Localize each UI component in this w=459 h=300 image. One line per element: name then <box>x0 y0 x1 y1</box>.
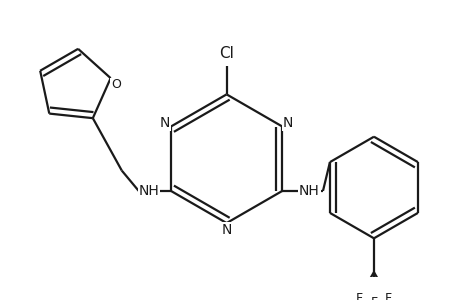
Text: Cl: Cl <box>218 46 234 61</box>
Text: N: N <box>282 116 293 130</box>
Text: F: F <box>369 296 377 300</box>
Text: NH: NH <box>298 184 319 198</box>
Text: N: N <box>159 116 170 130</box>
Text: F: F <box>355 292 362 300</box>
Text: N: N <box>221 223 231 237</box>
Text: O: O <box>111 78 120 92</box>
Text: F: F <box>384 292 391 300</box>
Text: NH: NH <box>138 184 159 198</box>
